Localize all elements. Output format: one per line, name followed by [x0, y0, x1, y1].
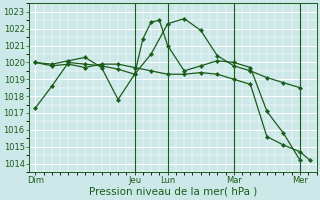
- X-axis label: Pression niveau de la mer( hPa ): Pression niveau de la mer( hPa ): [89, 187, 257, 197]
